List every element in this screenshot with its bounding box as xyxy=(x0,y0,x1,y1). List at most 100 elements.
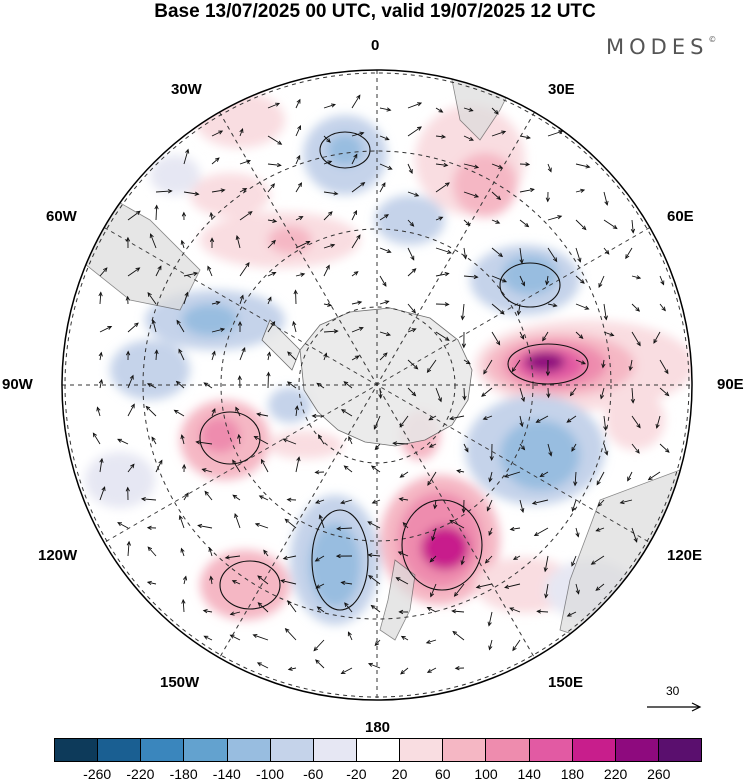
wind-vector xyxy=(454,583,465,597)
wind-vector xyxy=(155,190,172,193)
wind-vector-head xyxy=(453,592,459,597)
anomaly-negative xyxy=(110,340,190,400)
wind-vector xyxy=(435,247,452,254)
wind-vector xyxy=(239,128,244,137)
wind-vector xyxy=(211,157,220,165)
wind-vector-head xyxy=(481,392,486,397)
wind-vector-head xyxy=(211,407,216,413)
wind-vector-head xyxy=(294,405,299,411)
wind-vector xyxy=(341,581,353,585)
wind-vector-head xyxy=(266,371,271,377)
wind-vector-head xyxy=(356,234,361,240)
wind-vector-head xyxy=(454,666,460,671)
wind-vector-head xyxy=(488,477,493,483)
wind-vector xyxy=(317,606,325,613)
wind-vector-head xyxy=(463,254,468,260)
wind-vector-head xyxy=(335,553,341,559)
wind-vector xyxy=(463,191,479,198)
wind-vector xyxy=(351,95,361,109)
wind-vector xyxy=(255,523,269,529)
wind-vector xyxy=(575,163,590,168)
wind-vector-head xyxy=(595,586,601,591)
legend-swatch xyxy=(270,739,314,761)
wind-vector-head xyxy=(296,154,301,160)
legend-tick: 140 xyxy=(517,766,541,782)
wind-vector xyxy=(434,499,437,509)
wind-vector-head xyxy=(597,502,603,507)
wind-vector-head xyxy=(525,135,531,140)
wind-vector-head xyxy=(353,209,358,215)
wind-vector-head xyxy=(452,630,458,636)
wind-vector xyxy=(597,499,605,507)
wind-vector xyxy=(407,328,416,333)
wind-vector-head xyxy=(488,645,493,651)
wind-vector xyxy=(145,406,157,417)
wind-vector xyxy=(631,275,641,279)
wind-vector xyxy=(239,262,250,277)
wind-vector xyxy=(176,381,185,389)
wind-vector-head xyxy=(126,540,131,546)
wind-vector-head xyxy=(410,255,415,261)
wind-vector-head xyxy=(315,659,320,664)
wind-vector xyxy=(318,434,325,445)
wind-vector-head xyxy=(247,211,253,216)
wind-vector xyxy=(211,328,225,333)
wind-vector xyxy=(519,387,525,402)
wind-vector xyxy=(323,265,330,277)
legend-tick: 260 xyxy=(647,766,671,782)
wind-vector xyxy=(288,667,297,670)
wind-vector xyxy=(316,583,325,589)
anomaly-field xyxy=(85,92,692,625)
wind-vector-head xyxy=(340,670,346,674)
wind-vector-head xyxy=(147,546,153,552)
wind-vector xyxy=(540,471,549,477)
legend-tick-labels: -260 -220 -180 -140 -100 -60 -20 20 60 100 140 180 2… xyxy=(54,766,702,782)
wind-vector xyxy=(407,387,416,396)
wind-vector xyxy=(483,415,493,420)
wind-vector xyxy=(435,387,442,402)
wind-vector-head xyxy=(425,639,431,644)
wind-vector xyxy=(517,303,521,315)
wind-vector-head xyxy=(384,136,390,141)
legend-tick: -60 xyxy=(303,766,324,782)
wind-vector xyxy=(147,383,157,389)
wind-vector xyxy=(402,522,409,529)
wind-vector-head xyxy=(502,278,508,283)
wind-vector-head xyxy=(571,561,576,567)
wind-vector xyxy=(235,407,241,417)
wind-vector-head xyxy=(630,228,636,234)
wind-vector xyxy=(463,107,473,112)
wind-vector-head xyxy=(603,315,608,321)
wind-vector xyxy=(659,443,670,453)
wind-vector-head xyxy=(489,456,494,462)
wind-vector xyxy=(519,247,523,264)
wind-vector-head xyxy=(411,328,417,333)
wind-vector-head xyxy=(316,606,322,611)
wind-vector-head xyxy=(520,445,526,451)
wind-vector xyxy=(511,359,521,372)
wind-vector xyxy=(257,602,269,613)
wind-vector-head xyxy=(158,459,163,465)
wind-vector xyxy=(295,125,301,137)
wind-vector xyxy=(449,519,465,529)
wind-vector xyxy=(254,436,269,445)
wind-vector-head xyxy=(664,369,669,375)
wind-vector xyxy=(368,575,381,585)
wind-vector-head xyxy=(382,281,387,287)
wind-vector-head xyxy=(214,157,220,162)
wind-vector-head xyxy=(449,416,455,421)
wind-vector-head xyxy=(330,243,336,248)
wind-vector-head xyxy=(134,322,139,328)
lon-label-150w: 150W xyxy=(160,674,200,691)
wind-vector xyxy=(519,188,534,193)
wind-vector-head xyxy=(539,472,545,477)
wind-vector-head xyxy=(297,182,303,188)
wind-vector xyxy=(287,381,297,389)
wind-vector-head xyxy=(325,264,330,270)
wind-vector xyxy=(181,435,185,445)
wind-vector xyxy=(591,555,605,565)
wind-vector-head xyxy=(253,436,259,441)
wind-vector-head xyxy=(581,360,587,365)
wind-vector xyxy=(147,581,157,585)
wind-vector xyxy=(547,443,552,456)
